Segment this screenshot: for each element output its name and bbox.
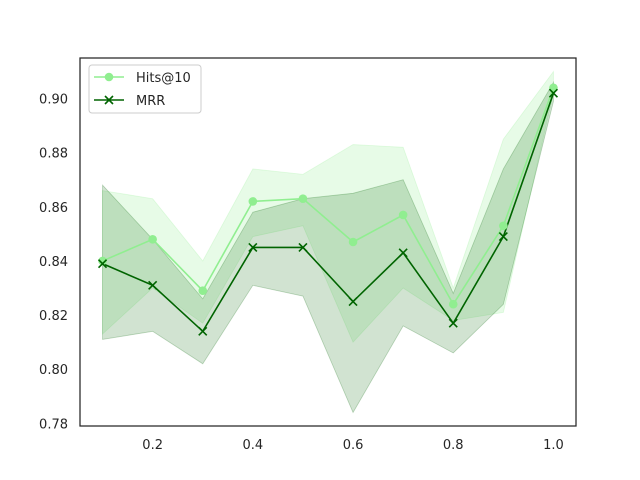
hits-10-point bbox=[248, 197, 258, 206]
hits-10-legend-label: Hits@10 bbox=[136, 71, 191, 86]
plot-frame bbox=[79, 57, 577, 427]
x-tick-label: 0.6 bbox=[343, 438, 364, 453]
mrr-legend-marker bbox=[104, 95, 114, 105]
confidence-bands bbox=[102, 70, 554, 414]
hits-10-line bbox=[102, 87, 555, 306]
series-lines bbox=[102, 87, 555, 333]
mrr-point bbox=[498, 232, 508, 242]
x-tick-label: 0.4 bbox=[243, 438, 264, 453]
mrr-point bbox=[97, 259, 108, 269]
hits-10-point bbox=[398, 210, 408, 220]
y-tick-label: 0.90 bbox=[39, 93, 68, 108]
hits-10-point bbox=[499, 221, 508, 231]
y-tick-label: 0.80 bbox=[39, 363, 68, 378]
mrr-line bbox=[102, 92, 555, 333]
hits-10-point bbox=[98, 256, 107, 266]
y-tick-label: 0.78 bbox=[39, 417, 68, 432]
mrr-point bbox=[148, 280, 158, 290]
x-axis-ticks: 0.2 0.4 0.6 0.8 1.0 bbox=[142, 438, 563, 453]
y-tick-label: 0.82 bbox=[39, 309, 68, 324]
x-tick-label: 0.2 bbox=[142, 438, 163, 453]
hits-10-point bbox=[448, 299, 458, 309]
hits-10-point bbox=[198, 286, 208, 296]
mrr-point bbox=[548, 88, 559, 98]
y-tick-label: 0.88 bbox=[39, 147, 68, 162]
mrr-point bbox=[248, 242, 258, 252]
hits-10-point bbox=[348, 237, 358, 247]
mrr-point bbox=[398, 248, 408, 258]
mrr-point bbox=[198, 326, 208, 336]
y-axis-ticks: 0.78 0.80 0.82 0.84 0.86 0.88 0.90 bbox=[39, 93, 68, 433]
y-tick-label: 0.86 bbox=[39, 201, 68, 216]
mrr-legend-label: MRR bbox=[136, 94, 165, 109]
legend: Hits@10 MRR bbox=[88, 64, 202, 114]
x-tick-label: 0.8 bbox=[443, 438, 464, 453]
hits-10-point bbox=[298, 194, 308, 204]
mrr-point bbox=[298, 242, 308, 252]
series-markers bbox=[97, 83, 559, 336]
y-tick-label: 0.84 bbox=[39, 255, 68, 270]
hits-10-legend-marker bbox=[104, 72, 114, 82]
x-tick-label: 1.0 bbox=[543, 438, 564, 453]
mrr-point bbox=[448, 318, 458, 328]
hits-10-point bbox=[148, 234, 157, 244]
mrr-band bbox=[102, 80, 554, 414]
mrr-point bbox=[348, 296, 358, 307]
